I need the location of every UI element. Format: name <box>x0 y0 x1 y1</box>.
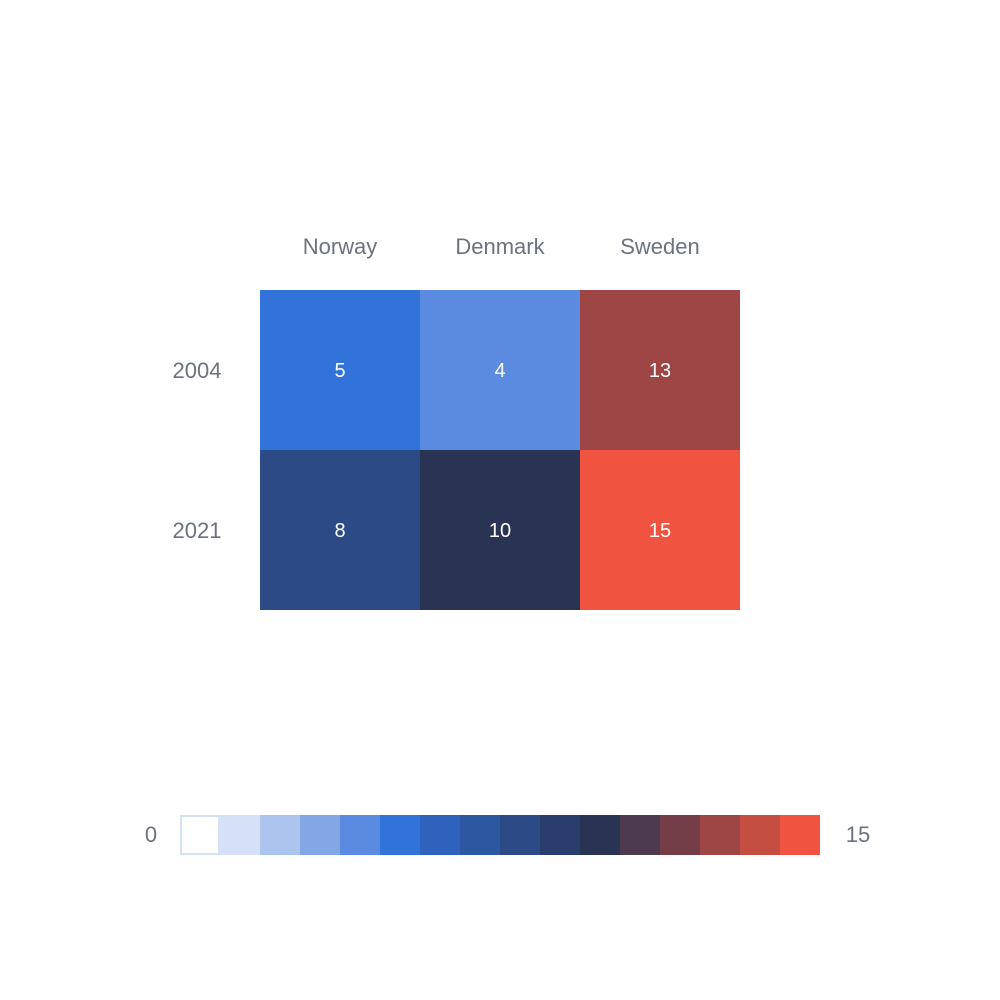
legend-swatch <box>460 815 500 855</box>
heatmap-cell <box>420 450 580 610</box>
cell-value-label: 5 <box>334 360 345 382</box>
legend-swatch <box>580 815 620 855</box>
legend-swatch <box>660 815 700 855</box>
legend-swatch <box>700 815 740 855</box>
color-legend: 0 15 <box>145 815 870 855</box>
column-label-sweden: Sweden <box>620 234 700 259</box>
heatmap-cells: 5 4 13 8 10 15 <box>260 290 740 610</box>
legend-swatch <box>500 815 540 855</box>
column-labels: Norway Denmark Sweden <box>303 234 700 259</box>
legend-max-label: 15 <box>846 822 870 847</box>
legend-swatch <box>540 815 580 855</box>
heatmap-cell <box>420 290 580 450</box>
cell-value-label: 15 <box>649 520 671 542</box>
heatmap-cell <box>260 290 420 450</box>
row-label-2004: 2004 <box>173 358 222 383</box>
cell-value-label: 4 <box>494 360 505 382</box>
legend-swatches <box>180 815 820 855</box>
cell-value-label: 10 <box>489 520 511 542</box>
cell-value-label: 13 <box>649 360 671 382</box>
heatmap-cell <box>580 290 740 450</box>
legend-min-label: 0 <box>145 822 157 847</box>
legend-swatch <box>620 815 660 855</box>
legend-swatch <box>300 815 340 855</box>
cell-value-label: 8 <box>334 520 345 542</box>
heatmap-cell <box>580 450 740 610</box>
row-label-2021: 2021 <box>173 518 222 543</box>
heatmap-cell <box>260 450 420 610</box>
legend-swatch <box>180 815 220 855</box>
row-labels: 2004 2021 <box>173 358 222 543</box>
legend-swatch <box>380 815 420 855</box>
legend-swatch-outline <box>180 815 220 855</box>
legend-swatch <box>260 815 300 855</box>
legend-swatch <box>740 815 780 855</box>
legend-swatch <box>340 815 380 855</box>
legend-swatch <box>780 815 820 855</box>
column-label-denmark: Denmark <box>455 234 545 259</box>
legend-swatch <box>420 815 460 855</box>
legend-swatch <box>220 815 260 855</box>
column-label-norway: Norway <box>303 234 378 259</box>
